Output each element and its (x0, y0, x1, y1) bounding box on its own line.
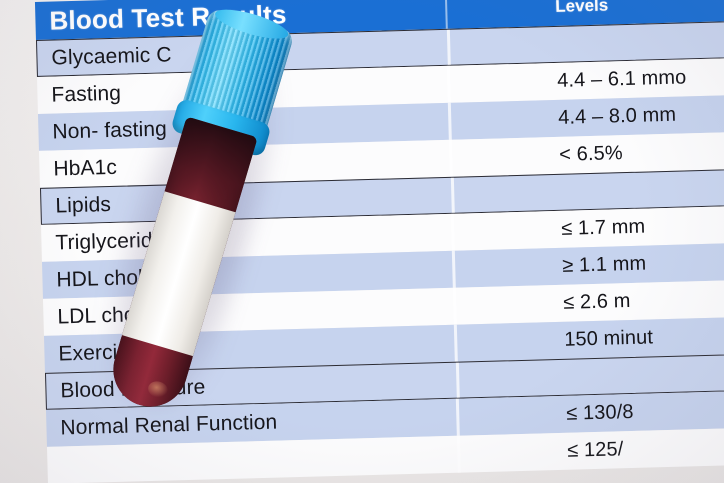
column-rule (451, 250, 456, 288)
row-value: 4.4 – 6.1 mmo (556, 66, 687, 92)
column-rule (450, 177, 455, 213)
column-header-levels: Levels (554, 0, 609, 16)
column-rule (450, 213, 455, 251)
column-rule (447, 102, 452, 140)
column-rule (453, 324, 458, 362)
row-label: Fasting (51, 81, 122, 107)
row-label: Normal Renal Function (60, 410, 278, 439)
row-label: Lipids (55, 192, 112, 218)
row-value: ≤ 1.7 mm (560, 215, 646, 240)
column-rule (446, 65, 451, 103)
row-value: ≤ 2.6 m (562, 289, 631, 314)
header-column-divider (444, 0, 448, 29)
column-rule (448, 139, 453, 177)
row-value: ≤ 125/ (566, 438, 624, 462)
row-label: Glycaemic C (51, 42, 172, 70)
column-rule (456, 435, 461, 473)
row-label: HbA1c (53, 155, 118, 181)
row-value: 150 minut (563, 326, 654, 351)
column-rule (452, 287, 457, 325)
row-value: < 6.5% (558, 142, 623, 166)
row-value: 4.4 – 8.0 mm (557, 103, 677, 129)
column-rule (455, 362, 460, 398)
column-rule (455, 398, 460, 436)
row-value: ≥ 1.1 mm (561, 252, 647, 277)
column-rule (446, 29, 451, 65)
row-value: ≤ 130/8 (565, 400, 634, 425)
